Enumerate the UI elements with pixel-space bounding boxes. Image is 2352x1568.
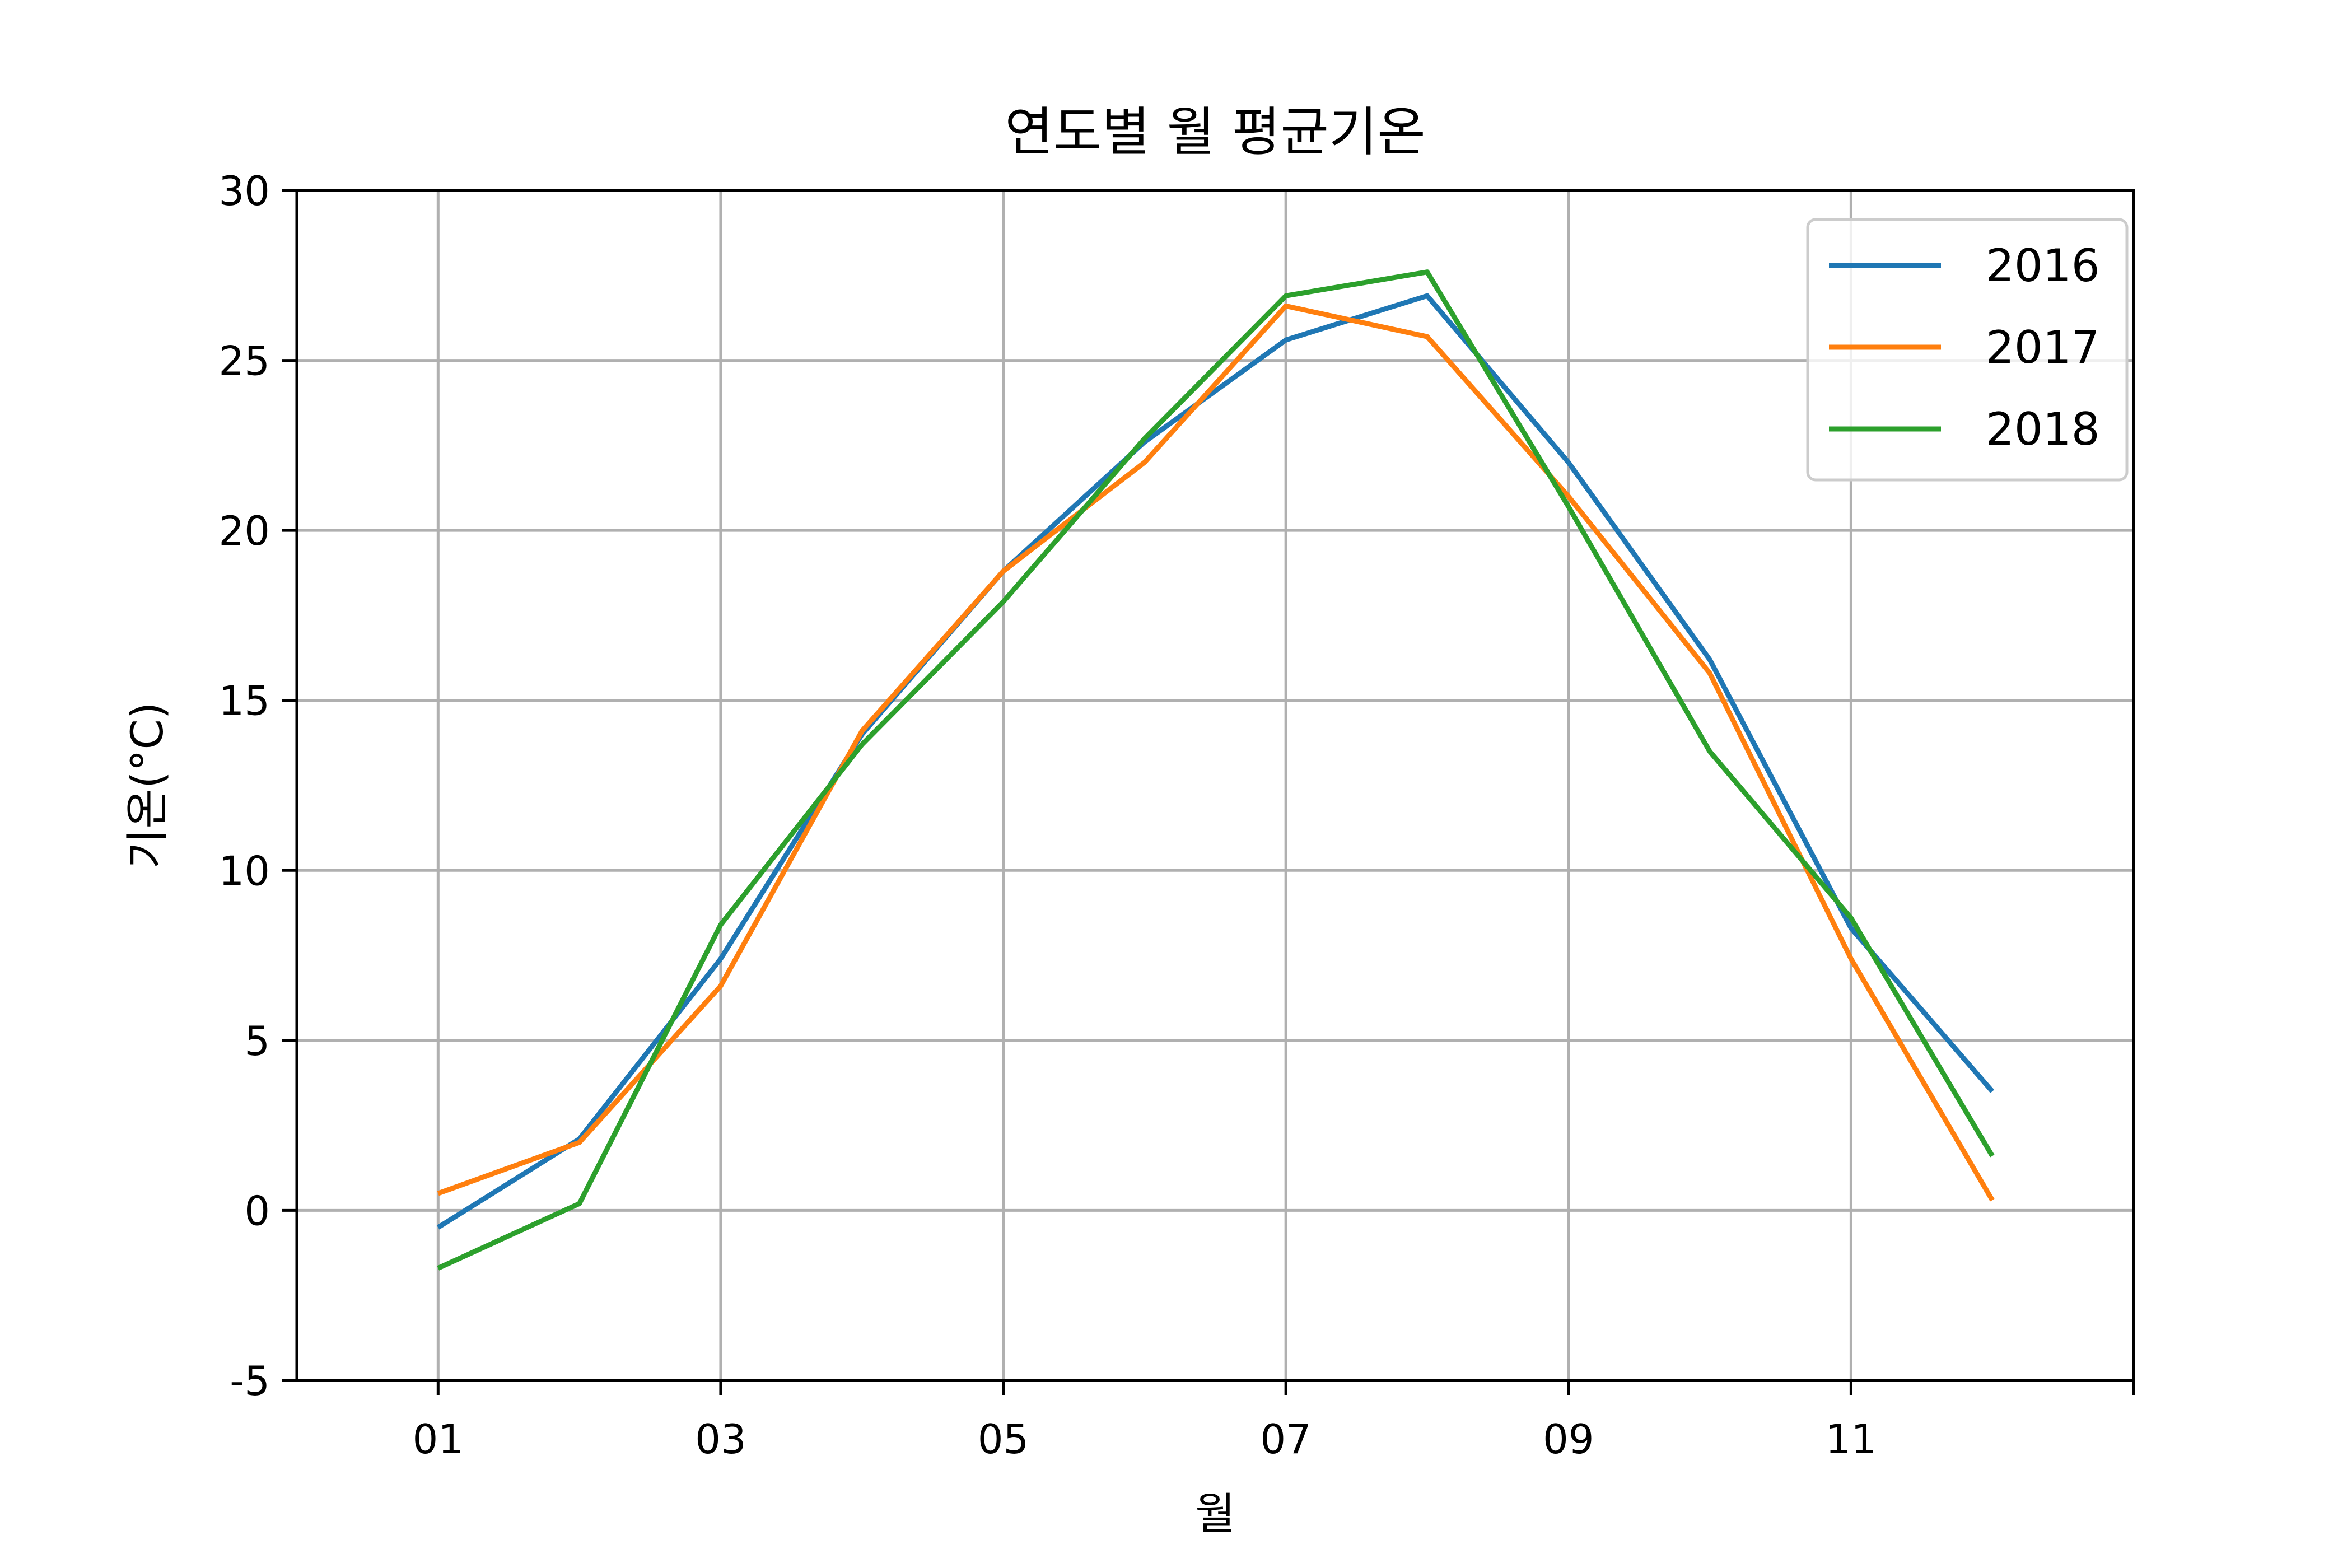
x-tick-label: 11: [1826, 1416, 1877, 1463]
chart-title: 연도별 월 평균기온: [1005, 102, 1426, 163]
x-tick-label: 01: [412, 1416, 464, 1463]
x-tick-label: 05: [978, 1416, 1029, 1463]
y-axis-title: 기온(°C): [123, 702, 173, 869]
series-line-2018: [437, 269, 1995, 1271]
axes-frame: [295, 189, 2135, 1382]
y-tick-label: 25: [218, 338, 270, 385]
x-tick-label: 07: [1260, 1416, 1312, 1463]
y-tick-label: 20: [218, 507, 270, 554]
legend-box: [1806, 218, 2129, 482]
y-tick-label: 30: [218, 167, 270, 214]
series-line-2016: [436, 293, 1995, 1230]
legend-label-2016: 2016: [1986, 240, 2100, 292]
legend-label-2018: 2018: [1986, 403, 2100, 455]
series-line-2017: [437, 303, 1995, 1202]
series-layer: [436, 269, 1995, 1271]
x-tick-label: 03: [695, 1416, 746, 1463]
y-tick-label: 10: [218, 847, 270, 894]
grid-layer: [297, 189, 2134, 1382]
y-tick-label: 0: [244, 1187, 270, 1234]
y-tick-label: -5: [230, 1357, 270, 1404]
y-tick-label: 5: [244, 1018, 270, 1065]
x-axis-title: 월: [1195, 1489, 1235, 1539]
legend: 2016 2017 2018: [1806, 218, 2129, 482]
y-tick-label: 15: [218, 678, 270, 725]
legend-label-2017: 2017: [1986, 321, 2100, 374]
x-tick-label: 09: [1543, 1416, 1594, 1463]
